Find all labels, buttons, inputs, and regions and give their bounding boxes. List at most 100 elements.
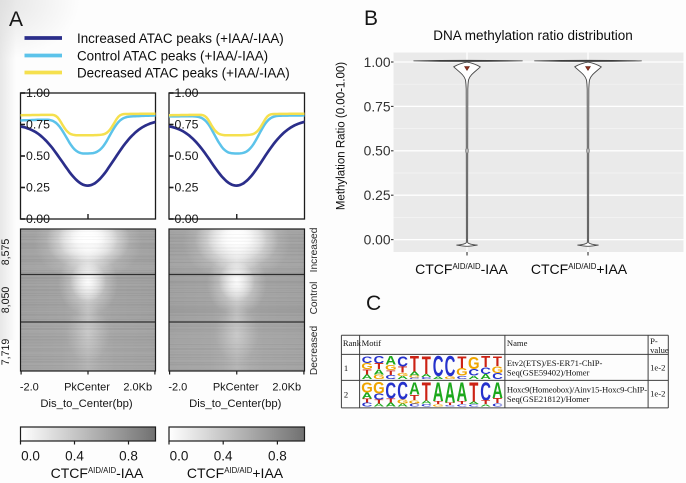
svg-text:G: G [456, 366, 468, 379]
svg-text:C: C [445, 405, 456, 407]
svg-text:A: A [457, 376, 468, 407]
svg-text:G: G [373, 374, 385, 380]
svg-text:C: C [445, 351, 456, 382]
svg-text:T: T [398, 365, 408, 375]
svg-text:A: A [468, 401, 479, 405]
svg-text:Methylation Ratio (0.00-1.00): Methylation Ratio (0.00-1.00) [336, 62, 348, 210]
svg-text:2: 2 [344, 390, 348, 400]
svg-text:T: T [374, 362, 384, 371]
svg-text:0.50: 0.50 [364, 144, 391, 159]
svg-text:T: T [422, 378, 431, 406]
svg-text:G: G [432, 404, 444, 407]
svg-text:B: B [364, 7, 378, 30]
svg-text:0.0: 0.0 [170, 449, 189, 464]
svg-text:A: A [362, 391, 373, 401]
svg-text:T: T [374, 399, 383, 405]
svg-text:1: 1 [344, 363, 348, 373]
svg-text:C: C [374, 354, 385, 366]
svg-text:C: C [385, 375, 396, 381]
svg-text:Seq(GSE59402)/Homer: Seq(GSE59402)/Homer [507, 368, 590, 378]
svg-text:C: C [457, 404, 468, 407]
svg-text:C: C [468, 367, 479, 378]
svg-text:Decreased ATAC peaks (+IAA/-IA: Decreased ATAC peaks (+IAA/-IAA) [77, 65, 290, 80]
svg-text:1e-2: 1e-2 [650, 389, 665, 399]
svg-text:T: T [410, 352, 420, 377]
svg-text:G: G [373, 380, 385, 398]
svg-text:8,050: 8,050 [0, 287, 12, 314]
svg-text:A: A [374, 403, 385, 408]
svg-text:CTCFAID/AID-IAA: CTCFAID/AID-IAA [51, 465, 144, 481]
svg-text:C: C [362, 354, 373, 365]
svg-text:value: value [650, 345, 669, 355]
svg-text:C: C [433, 351, 444, 382]
svg-text:C: C [421, 403, 432, 407]
svg-text:G: G [444, 376, 456, 380]
svg-text:A: A [421, 400, 432, 405]
svg-text:0.8: 0.8 [268, 449, 287, 464]
svg-text:Hoxc9(Homeobox)/Ainv15-Hoxc9-C: Hoxc9(Homeobox)/Ainv15-Hoxc9-ChIP- [507, 385, 647, 395]
svg-text:Decreased: Decreased [309, 326, 320, 376]
svg-text:0.75: 0.75 [26, 118, 50, 132]
svg-text:T: T [422, 352, 431, 380]
svg-text:C: C [457, 375, 468, 380]
svg-text:C: C [397, 355, 408, 371]
svg-text:T: T [457, 401, 466, 406]
svg-text:Dis_to_Center(bp): Dis_to_Center(bp) [189, 398, 282, 410]
svg-text:Etv2(ETS)/ES-ER71-ChIP-: Etv2(ETS)/ES-ER71-ChIP- [507, 358, 603, 368]
svg-text:A: A [421, 373, 432, 378]
svg-text:0.50: 0.50 [26, 149, 50, 163]
svg-text:A: A [468, 375, 479, 380]
svg-text:1.00: 1.00 [26, 86, 50, 100]
svg-text:DNA methylation ratio distribu: DNA methylation ratio distribution [433, 28, 633, 43]
svg-text:A: A [480, 373, 491, 381]
svg-text:C: C [374, 392, 385, 402]
svg-text:C: C [366, 292, 381, 315]
svg-text:A: A [409, 379, 420, 399]
svg-text:A: A [374, 368, 385, 376]
svg-text:Increased: Increased [309, 227, 320, 272]
svg-text:G: G [492, 364, 504, 375]
svg-text:A: A [409, 371, 420, 377]
svg-text:T: T [434, 401, 443, 406]
svg-text:0.50: 0.50 [175, 149, 199, 163]
svg-text:C: C [468, 404, 479, 407]
svg-text:T: T [386, 370, 395, 377]
svg-text:G: G [397, 399, 409, 405]
svg-text:T: T [469, 377, 478, 408]
svg-text:1e-2: 1e-2 [650, 363, 665, 373]
svg-text:Dis_to_Center(bp): Dis_to_Center(bp) [40, 398, 133, 410]
svg-text:Motif: Motif [362, 338, 382, 348]
svg-text:A: A [445, 376, 456, 409]
svg-text:G: G [409, 375, 421, 378]
svg-text:A: A [385, 354, 396, 367]
svg-text:0.4: 0.4 [214, 449, 233, 464]
svg-text:0.00: 0.00 [26, 212, 50, 226]
svg-text:Increased ATAC peaks (+IAA/-IA: Increased ATAC peaks (+IAA/-IAA) [77, 31, 284, 46]
svg-text:C: C [362, 402, 373, 408]
svg-text:CTCFAID/AID+IAA: CTCFAID/AID+IAA [531, 261, 628, 277]
svg-text:A: A [9, 8, 23, 31]
svg-text:-2.0: -2.0 [20, 382, 39, 394]
svg-text:0.25: 0.25 [175, 181, 199, 195]
svg-text:C: C [492, 371, 503, 381]
svg-text:C: C [480, 365, 491, 376]
svg-text:T: T [362, 367, 372, 376]
svg-text:G: G [361, 380, 373, 397]
svg-text:T: T [445, 402, 455, 406]
svg-text:A: A [362, 374, 373, 381]
svg-text:G: G [468, 354, 480, 374]
svg-text:0.00: 0.00 [364, 233, 391, 248]
svg-text:G: G [361, 361, 373, 371]
svg-text:0.75: 0.75 [175, 118, 199, 132]
svg-text:8,575: 8,575 [0, 239, 12, 266]
svg-text:T: T [457, 354, 466, 372]
svg-text:CTCFAID/AID+IAA: CTCFAID/AID+IAA [187, 465, 284, 481]
svg-text:C: C [480, 378, 491, 406]
svg-text:G: G [397, 372, 409, 377]
svg-text:Seq(GSE21812)/Homer: Seq(GSE21812)/Homer [507, 394, 590, 404]
svg-text:G: G [385, 363, 397, 372]
svg-text:0.00: 0.00 [175, 212, 199, 226]
svg-text:A: A [397, 375, 408, 380]
svg-text:T: T [493, 354, 502, 370]
svg-text:T: T [386, 398, 395, 404]
